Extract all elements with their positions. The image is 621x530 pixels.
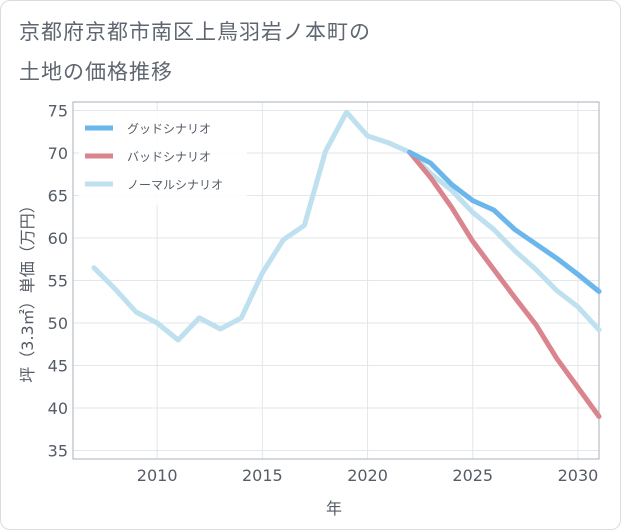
y-tick-label: 35 <box>48 442 68 461</box>
y-tick-label: 55 <box>48 272 68 291</box>
y-tick-label: 45 <box>48 357 68 376</box>
y-tick-label: 50 <box>48 314 68 333</box>
legend-label-0: グッドシナリオ <box>127 122 211 136</box>
x-tick-label: 2025 <box>452 466 493 485</box>
plot-frame <box>72 101 600 460</box>
y-tick-label: 70 <box>48 144 68 163</box>
x-tick-label: 2010 <box>137 466 178 485</box>
legend-label-1: バッドシナリオ <box>127 150 211 164</box>
x-tick-label: 2020 <box>347 466 388 485</box>
y-tick-label: 60 <box>48 229 68 248</box>
y-tick-label: 75 <box>48 102 68 121</box>
chart-title-line-2: 土地の価格推移 <box>19 60 173 84</box>
legend-label-2: ノーマルシナリオ <box>127 178 223 192</box>
x-axis-label: 年 <box>326 499 342 518</box>
tick-labels: 35 40 45 50 55 60 65 70 75 2010 2015 2020 2025 2030 <box>48 102 599 486</box>
x-tick-label: 2030 <box>558 466 599 485</box>
y-tick-label: 65 <box>48 187 68 206</box>
series-line-0 <box>407 149 602 294</box>
series-line-1 <box>407 149 602 419</box>
chart-title-line-1: 京都府京都市南区上鳥羽岩ノ本町の <box>19 20 371 44</box>
grid <box>73 102 599 459</box>
x-tick-label: 2015 <box>242 466 283 485</box>
y-tick-label: 40 <box>48 399 68 418</box>
series-line-2 <box>91 109 602 343</box>
y-axis-label: 坪（3.3㎡）単価（万円） <box>18 197 37 382</box>
series-layer <box>91 109 602 419</box>
